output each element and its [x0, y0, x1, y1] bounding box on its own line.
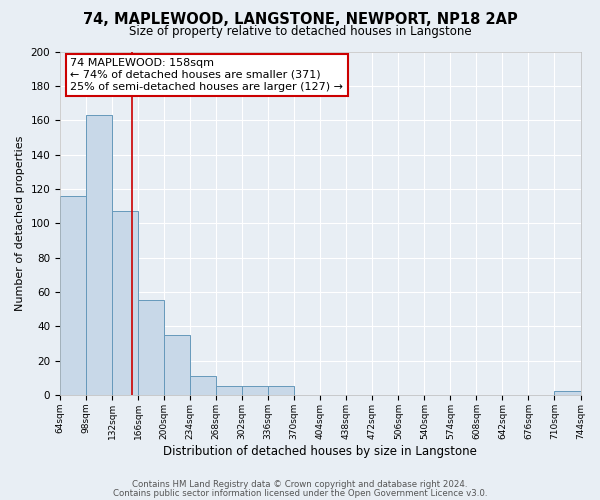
Bar: [86, 115, 112, 395]
Bar: [268, 386, 294, 395]
Bar: [112, 211, 138, 395]
Text: Contains HM Land Registry data © Crown copyright and database right 2024.: Contains HM Land Registry data © Crown c…: [132, 480, 468, 489]
Text: 74, MAPLEWOOD, LANGSTONE, NEWPORT, NP18 2AP: 74, MAPLEWOOD, LANGSTONE, NEWPORT, NP18 …: [83, 12, 517, 28]
Bar: [164, 335, 190, 395]
Text: Contains public sector information licensed under the Open Government Licence v3: Contains public sector information licen…: [113, 488, 487, 498]
Text: Size of property relative to detached houses in Langstone: Size of property relative to detached ho…: [128, 25, 472, 38]
Bar: [60, 196, 86, 395]
Bar: [242, 386, 268, 395]
Bar: [190, 376, 216, 395]
X-axis label: Distribution of detached houses by size in Langstone: Distribution of detached houses by size …: [163, 444, 477, 458]
Y-axis label: Number of detached properties: Number of detached properties: [15, 136, 25, 311]
Text: 74 MAPLEWOOD: 158sqm
← 74% of detached houses are smaller (371)
25% of semi-deta: 74 MAPLEWOOD: 158sqm ← 74% of detached h…: [70, 58, 343, 92]
Bar: [216, 386, 242, 395]
Bar: [554, 392, 581, 395]
Bar: [138, 300, 164, 395]
